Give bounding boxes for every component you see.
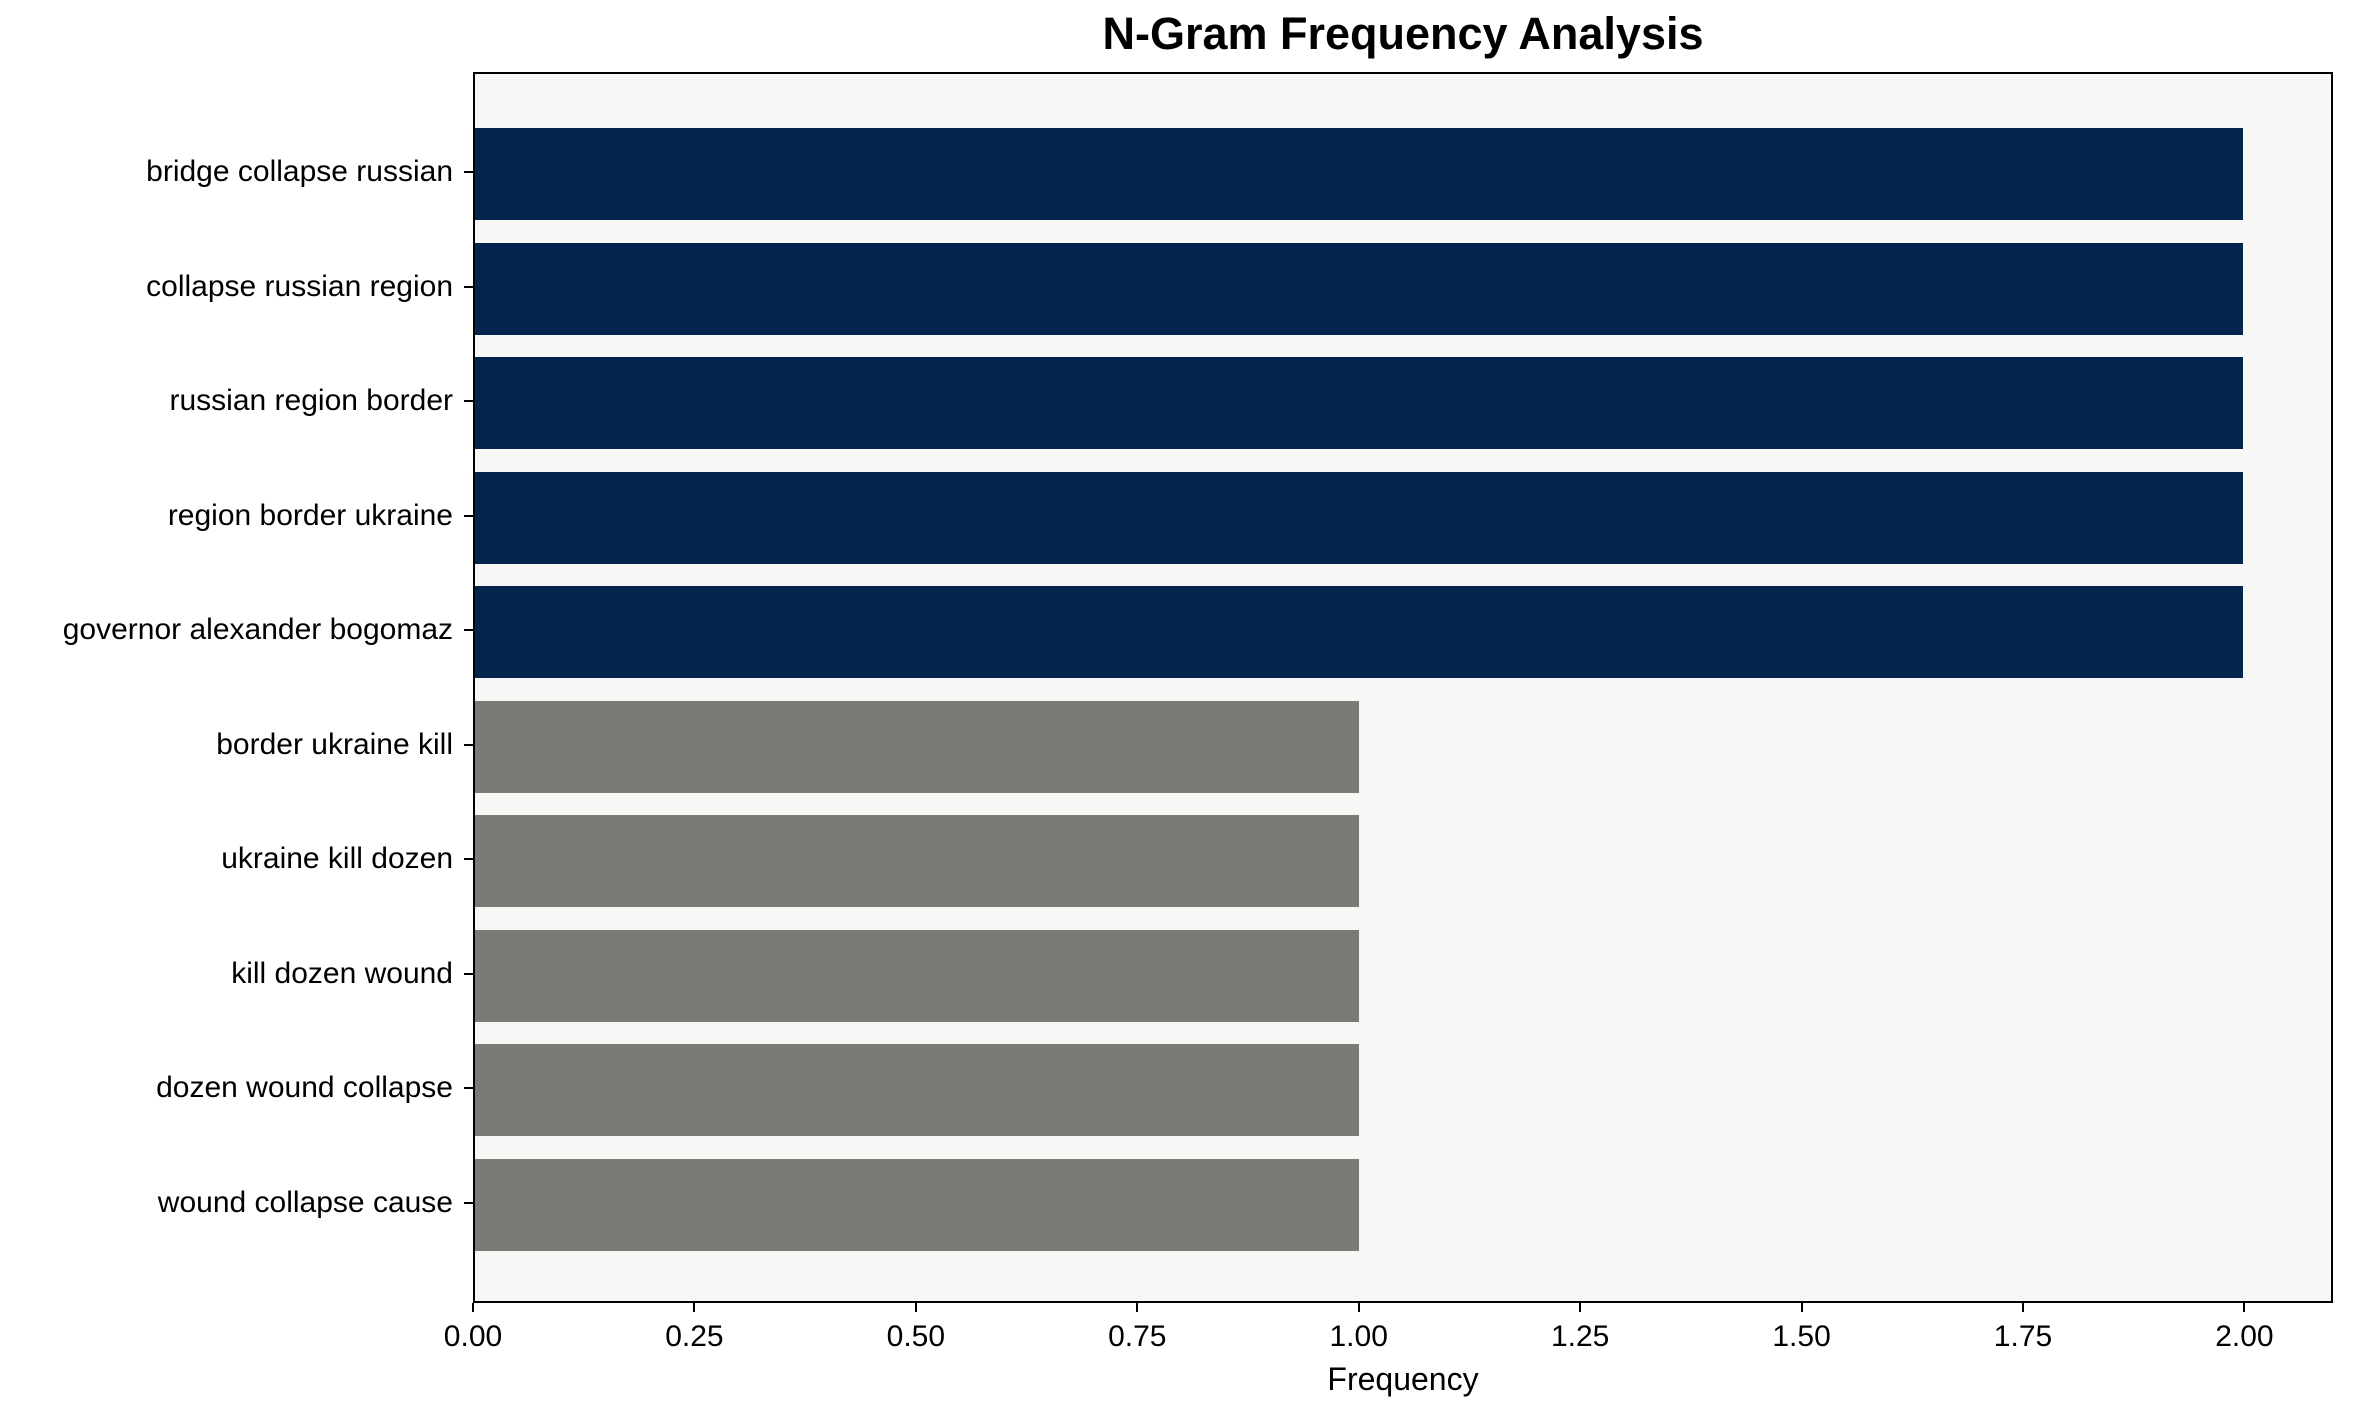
x-tick-mark	[2022, 1303, 2024, 1312]
x-tick-mark	[2243, 1303, 2246, 1312]
x-tick-mark	[1800, 1303, 1803, 1312]
x-axis-title: Frequency	[1327, 1361, 1479, 1397]
x-tick-label: 0.25	[665, 1320, 724, 1353]
x-tick-mark	[472, 1303, 474, 1312]
x-tick-label: 1.75	[1993, 1320, 2053, 1353]
y-tick-mark	[464, 972, 473, 975]
x-tick-label: 0.75	[1108, 1320, 1167, 1353]
y-tick-label: kill dozen wound	[231, 956, 453, 990]
x-tick-label: 1.50	[1772, 1320, 1831, 1353]
y-tick-mark	[464, 1087, 473, 1090]
y-tick-label: region border ukraine	[167, 498, 453, 532]
y-tick-mark	[464, 285, 473, 288]
x-tick-mark	[1579, 1303, 1582, 1312]
x-tick-mark	[1357, 1303, 1360, 1312]
bar-kill-dozen-wound	[475, 929, 1359, 1022]
bar-bridge-collapse-russian	[475, 128, 2243, 221]
bar-ukraine-kill-dozen	[475, 815, 1359, 908]
y-tick-mark	[464, 743, 473, 746]
x-tick-label: 1.00	[1329, 1320, 1388, 1353]
y-tick-mark	[464, 400, 473, 403]
x-tick-label: 0.00	[443, 1320, 503, 1353]
y-tick-label: collapse russian region	[146, 269, 453, 303]
y-tick-label: wound collapse cause	[157, 1185, 453, 1219]
x-tick-label: 1.25	[1550, 1320, 1610, 1353]
y-tick-label: bridge collapse russian	[146, 155, 453, 189]
x-tick-label: 0.50	[886, 1320, 946, 1353]
bar-dozen-wound-collapse	[475, 1044, 1359, 1137]
bar-region-border-ukraine	[475, 471, 2243, 564]
y-tick-label: governor alexander bogomaz	[62, 613, 453, 647]
y-tick-label: ukraine kill dozen	[221, 842, 453, 876]
bar-collapse-russian-region	[475, 242, 2243, 335]
chart-title: N-Gram Frequency Analysis	[1102, 8, 1704, 59]
x-tick-mark	[1136, 1303, 1139, 1312]
bar-russian-region-border	[475, 357, 2243, 450]
bar-border-ukraine-kill	[475, 700, 1359, 793]
x-tick-label: 2.00	[2215, 1320, 2274, 1353]
bar-wound-collapse-cause	[475, 1158, 1359, 1251]
y-tick-mark	[464, 858, 473, 861]
bar-governor-alexander-bogomaz	[475, 586, 2243, 679]
y-tick-mark	[464, 629, 473, 632]
x-tick-mark	[693, 1303, 696, 1312]
y-tick-mark	[464, 171, 473, 174]
y-tick-mark	[464, 1201, 473, 1204]
plot-area	[473, 72, 2333, 1303]
y-tick-label: russian region border	[169, 384, 454, 418]
y-tick-label: dozen wound collapse	[156, 1071, 453, 1105]
y-tick-label: border ukraine kill	[216, 727, 453, 761]
y-tick-mark	[464, 514, 473, 517]
x-tick-mark	[914, 1303, 917, 1312]
